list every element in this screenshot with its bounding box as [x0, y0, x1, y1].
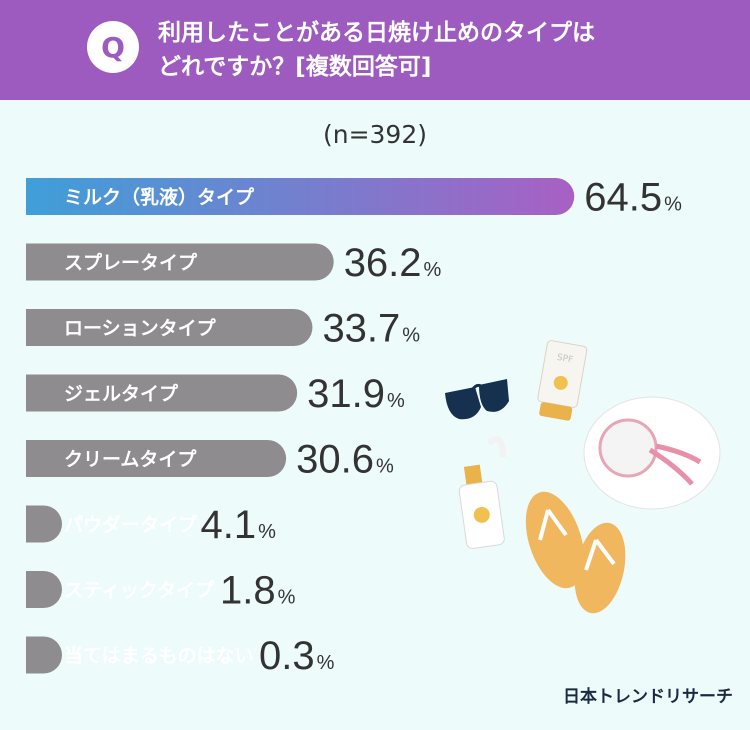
unit-label-4: %	[387, 390, 405, 412]
bar-8	[26, 636, 63, 674]
category-label-5: クリームタイプ	[64, 448, 197, 471]
value-label-7: 1.8	[220, 569, 276, 613]
bar-2	[26, 243, 334, 281]
value-label-1: 64.5	[584, 176, 662, 220]
value-label-3: 33.7	[322, 307, 400, 351]
sample-size: (n=392)	[322, 120, 428, 149]
bar-3	[26, 309, 313, 346]
unit-label-5: %	[376, 456, 394, 478]
category-label-4: ジェルタイプ	[64, 382, 179, 405]
value-label-5: 30.6	[296, 438, 374, 482]
category-label-2: スプレータイプ	[64, 251, 198, 274]
category-label-6: パウダータイプ	[64, 513, 198, 536]
value-label-4: 31.9	[307, 372, 385, 416]
flip-flops-icon	[525, 491, 626, 614]
question-line-2: どれですか？[複数回答可]	[158, 54, 432, 80]
category-label-3: ローションタイプ	[64, 317, 217, 340]
bar-4	[26, 374, 298, 412]
unit-label-1: %	[664, 194, 682, 216]
bar-1	[26, 178, 575, 215]
value-label-2: 36.2	[344, 241, 422, 285]
question-line-1: 利用したことがある日焼け止めのタイプは	[158, 20, 595, 46]
sunglasses-icon	[445, 379, 509, 420]
unit-label-7: %	[278, 587, 296, 609]
unit-label-3: %	[402, 325, 420, 347]
unit-label-6: %	[258, 521, 276, 543]
question-badge: Q	[87, 21, 139, 73]
category-label-1: ミルク（乳液）タイプ	[64, 186, 255, 209]
value-label-8: 0.3	[259, 634, 315, 678]
sunscreen-bottle-icon	[458, 436, 506, 549]
brand-logo: 日本トレンドリサーチ	[563, 687, 733, 707]
category-label-7: スティックタイプ	[64, 579, 215, 602]
bar-6	[26, 505, 63, 543]
unit-label-2: %	[424, 259, 442, 281]
sun-hat-icon	[583, 396, 721, 510]
bar-7	[26, 571, 62, 608]
value-label-6: 4.1	[201, 503, 257, 547]
bar-5	[26, 440, 287, 477]
header-banner: Q 利用したことがある日焼け止めのタイプは どれですか？[複数回答可]	[0, 0, 750, 100]
unit-label-8: %	[317, 652, 335, 674]
sunscreen-tube-icon: SPF	[537, 340, 588, 421]
question-title: 利用したことがある日焼け止めのタイプは どれですか？[複数回答可]	[158, 16, 718, 84]
svg-text:SPF: SPF	[556, 353, 574, 366]
category-label-8: 当てはまるものはない	[64, 644, 254, 667]
